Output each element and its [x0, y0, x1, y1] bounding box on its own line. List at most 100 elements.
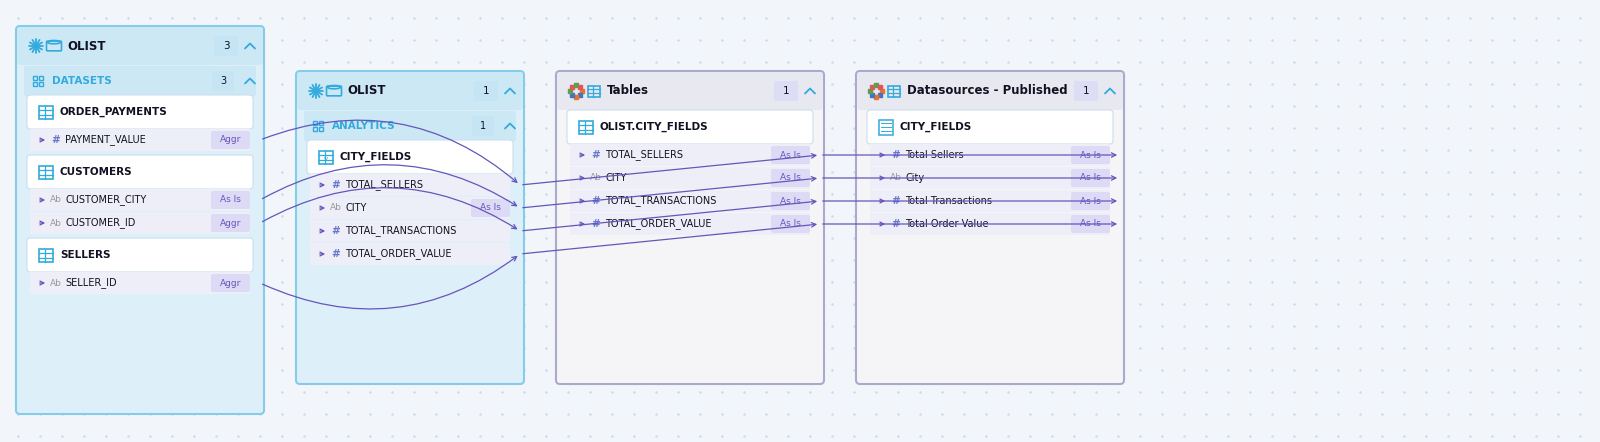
FancyBboxPatch shape [474, 81, 498, 101]
FancyBboxPatch shape [30, 129, 250, 151]
FancyBboxPatch shape [30, 272, 250, 294]
Text: As Is: As Is [781, 174, 802, 183]
Text: OLIST: OLIST [67, 39, 106, 53]
Text: Ab: Ab [890, 174, 902, 183]
Text: OLIST: OLIST [347, 84, 386, 98]
Text: ORDER_PAYMENTS: ORDER_PAYMENTS [61, 107, 168, 117]
FancyBboxPatch shape [570, 213, 810, 235]
FancyArrowPatch shape [523, 154, 816, 185]
Text: Total Sellers: Total Sellers [906, 150, 963, 160]
Text: #: # [331, 226, 341, 236]
Text: PAYMENT_VALUE: PAYMENT_VALUE [66, 134, 146, 145]
Text: As Is: As Is [1080, 220, 1101, 229]
Text: #: # [331, 249, 341, 259]
FancyBboxPatch shape [310, 220, 510, 242]
Text: 1: 1 [1083, 86, 1090, 96]
FancyArrowPatch shape [822, 153, 1115, 157]
Bar [22, 46, 258, 62]
Text: SELLERS: SELLERS [61, 250, 110, 260]
Text: #: # [891, 196, 901, 206]
FancyArrowPatch shape [523, 177, 816, 208]
Text: 3: 3 [219, 76, 226, 86]
Text: TOTAL_ORDER_VALUE: TOTAL_ORDER_VALUE [346, 248, 451, 259]
FancyBboxPatch shape [1074, 81, 1098, 101]
Bar [38, 106, 53, 118]
FancyBboxPatch shape [27, 238, 253, 272]
Text: As Is: As Is [221, 195, 242, 205]
Text: #: # [331, 180, 341, 190]
FancyBboxPatch shape [870, 144, 1110, 166]
FancyBboxPatch shape [310, 197, 510, 219]
FancyBboxPatch shape [856, 71, 1123, 384]
FancyBboxPatch shape [307, 140, 514, 174]
Text: Ab: Ab [50, 195, 62, 205]
Text: #: # [592, 219, 600, 229]
FancyBboxPatch shape [16, 26, 264, 414]
Text: #: # [592, 150, 600, 160]
FancyArrowPatch shape [523, 200, 816, 231]
Bar [318, 121, 323, 125]
FancyBboxPatch shape [570, 144, 810, 166]
FancyBboxPatch shape [27, 95, 253, 129]
FancyBboxPatch shape [310, 243, 510, 265]
Text: 1: 1 [480, 121, 486, 131]
Text: Aggr: Aggr [219, 278, 242, 287]
FancyBboxPatch shape [557, 71, 824, 384]
FancyBboxPatch shape [566, 110, 813, 144]
FancyBboxPatch shape [472, 116, 494, 136]
FancyBboxPatch shape [570, 190, 810, 212]
FancyBboxPatch shape [18, 27, 262, 65]
FancyBboxPatch shape [310, 174, 510, 196]
FancyBboxPatch shape [1070, 192, 1110, 210]
FancyArrowPatch shape [262, 165, 517, 206]
Bar [318, 150, 333, 164]
Bar [563, 91, 818, 107]
FancyBboxPatch shape [1070, 146, 1110, 164]
Text: Aggr: Aggr [219, 136, 242, 145]
Bar [38, 248, 53, 262]
FancyBboxPatch shape [870, 213, 1110, 235]
Bar [318, 127, 323, 131]
Text: 1: 1 [483, 86, 490, 96]
Text: Aggr: Aggr [219, 218, 242, 228]
Text: Ab: Ab [50, 218, 62, 228]
Text: DATASETS: DATASETS [51, 76, 112, 86]
Text: As Is: As Is [781, 197, 802, 206]
FancyBboxPatch shape [211, 214, 250, 232]
Text: 1: 1 [782, 86, 789, 96]
Bar [26, 81, 254, 95]
FancyBboxPatch shape [30, 212, 250, 234]
Bar [38, 82, 43, 86]
FancyBboxPatch shape [774, 81, 798, 101]
FancyBboxPatch shape [24, 66, 256, 96]
FancyArrowPatch shape [822, 222, 1115, 226]
Bar [302, 91, 517, 107]
Text: As Is: As Is [781, 150, 802, 160]
Text: v: v [323, 156, 328, 162]
Text: As Is: As Is [480, 203, 501, 213]
FancyBboxPatch shape [870, 167, 1110, 189]
FancyBboxPatch shape [1070, 169, 1110, 187]
Text: 3: 3 [222, 41, 229, 51]
Text: CUSTOMERS: CUSTOMERS [61, 167, 133, 177]
FancyBboxPatch shape [557, 72, 822, 110]
Text: TOTAL_ORDER_VALUE: TOTAL_ORDER_VALUE [605, 218, 712, 229]
FancyArrowPatch shape [262, 120, 517, 182]
Bar [862, 91, 1117, 107]
FancyBboxPatch shape [470, 199, 510, 217]
FancyBboxPatch shape [304, 111, 515, 141]
Bar [312, 121, 317, 125]
Text: TOTAL_SELLERS: TOTAL_SELLERS [346, 179, 422, 191]
FancyBboxPatch shape [27, 155, 253, 189]
FancyBboxPatch shape [298, 72, 523, 110]
FancyArrowPatch shape [262, 188, 517, 229]
Text: Tables: Tables [606, 84, 650, 98]
Text: #: # [592, 196, 600, 206]
Text: CITY: CITY [346, 203, 366, 213]
FancyBboxPatch shape [211, 131, 250, 149]
FancyBboxPatch shape [214, 36, 238, 56]
Bar [32, 82, 37, 86]
Text: #: # [51, 135, 61, 145]
Text: As Is: As Is [1080, 174, 1101, 183]
Bar [38, 165, 53, 179]
